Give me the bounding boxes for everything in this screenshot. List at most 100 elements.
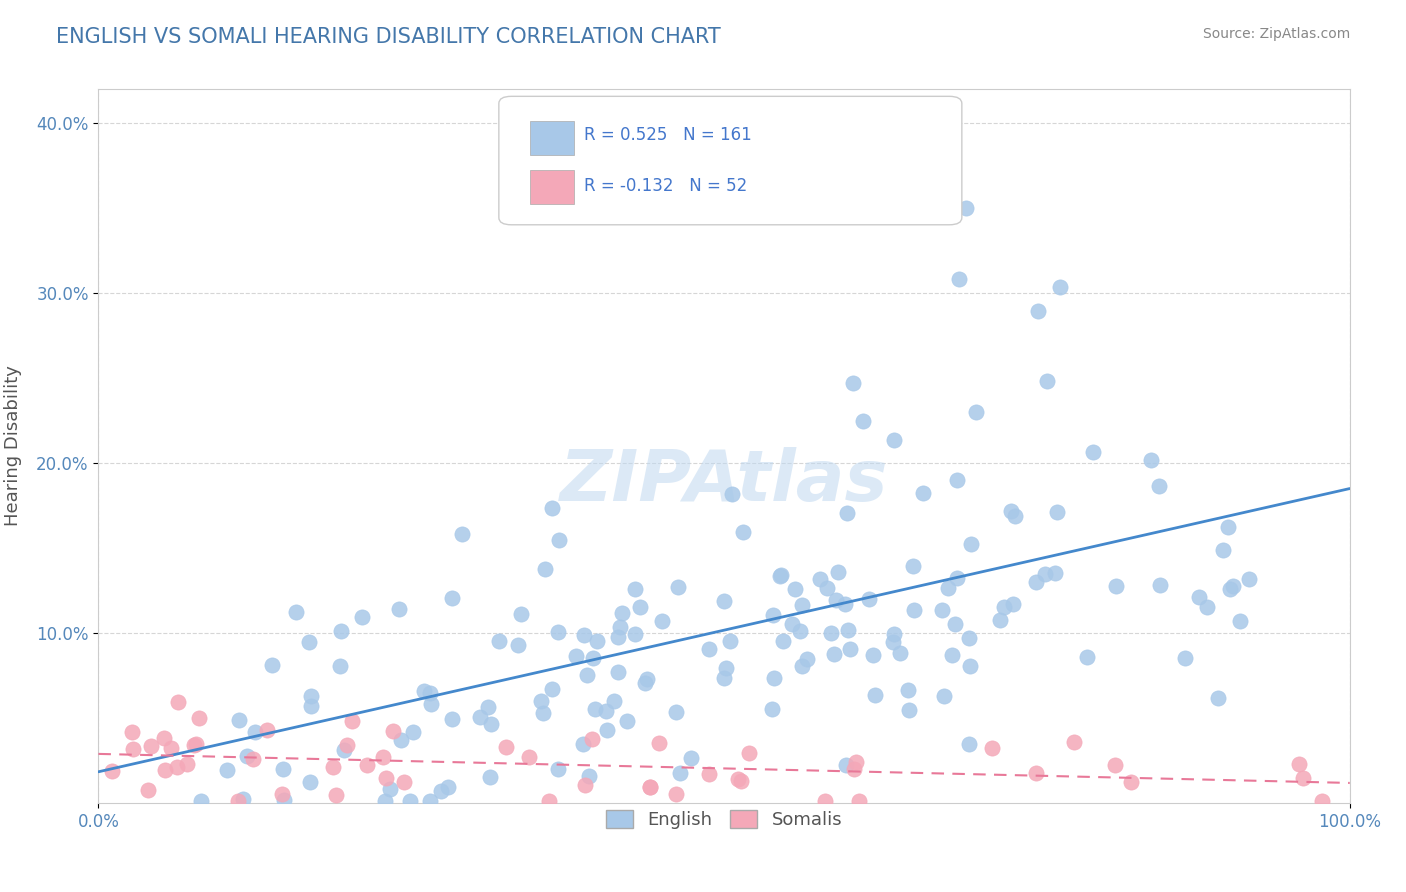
Point bbox=[825, 593, 848, 607]
Point bbox=[468, 710, 491, 724]
Point bbox=[957, 631, 980, 645]
Point bbox=[858, 592, 880, 607]
Point bbox=[862, 648, 884, 662]
Point bbox=[402, 724, 425, 739]
Point bbox=[479, 770, 502, 784]
Point bbox=[578, 769, 600, 783]
Point bbox=[941, 648, 963, 662]
Point bbox=[820, 626, 842, 640]
Point bbox=[356, 757, 378, 772]
Point bbox=[955, 201, 977, 215]
Point bbox=[733, 525, 755, 540]
Point bbox=[477, 700, 499, 714]
Point bbox=[730, 774, 752, 789]
Point bbox=[139, 739, 162, 753]
Point bbox=[638, 780, 661, 794]
Point bbox=[792, 659, 814, 673]
Point bbox=[780, 616, 803, 631]
Point bbox=[574, 778, 596, 792]
Point bbox=[602, 694, 624, 708]
Point bbox=[547, 625, 569, 640]
Point bbox=[679, 751, 702, 765]
Point bbox=[176, 757, 198, 772]
FancyBboxPatch shape bbox=[530, 120, 574, 155]
Point bbox=[897, 683, 920, 698]
Point bbox=[898, 703, 921, 717]
Point bbox=[243, 724, 266, 739]
Point bbox=[430, 783, 453, 797]
Point bbox=[412, 684, 434, 698]
Point bbox=[1049, 279, 1071, 293]
Point bbox=[228, 794, 250, 808]
Point bbox=[121, 725, 143, 739]
Point bbox=[232, 792, 254, 806]
Point bbox=[863, 688, 886, 702]
Point bbox=[1149, 578, 1171, 592]
Point bbox=[837, 623, 859, 637]
Point bbox=[595, 704, 617, 718]
Point bbox=[769, 569, 792, 583]
Point bbox=[628, 599, 651, 614]
Point bbox=[575, 668, 598, 682]
Point bbox=[285, 605, 308, 619]
Point bbox=[488, 634, 510, 648]
Point bbox=[342, 714, 364, 729]
Point bbox=[329, 659, 352, 673]
Point bbox=[399, 794, 422, 808]
Point bbox=[1222, 578, 1244, 592]
Point bbox=[848, 794, 870, 808]
Point bbox=[988, 613, 1011, 627]
Point bbox=[713, 671, 735, 685]
Point bbox=[183, 738, 205, 752]
Point bbox=[1219, 582, 1241, 597]
Point bbox=[190, 794, 212, 808]
Point bbox=[548, 533, 571, 548]
Point bbox=[378, 781, 401, 796]
Point bbox=[721, 487, 744, 501]
Point bbox=[299, 690, 322, 704]
Point bbox=[299, 698, 322, 713]
Point bbox=[943, 617, 966, 632]
Point bbox=[481, 716, 503, 731]
Point bbox=[228, 713, 250, 727]
Point bbox=[581, 732, 603, 747]
Point bbox=[1033, 566, 1056, 581]
Point bbox=[374, 794, 396, 808]
Point bbox=[727, 772, 749, 787]
Point bbox=[273, 793, 295, 807]
Point bbox=[187, 711, 209, 725]
Point bbox=[1046, 506, 1069, 520]
Point bbox=[517, 749, 540, 764]
Point bbox=[586, 634, 609, 648]
Point bbox=[1025, 574, 1047, 589]
Point bbox=[530, 694, 553, 708]
Point bbox=[912, 486, 935, 500]
Point bbox=[718, 634, 741, 648]
Point bbox=[166, 760, 188, 774]
Point bbox=[796, 651, 818, 665]
Point bbox=[1000, 504, 1022, 518]
Point bbox=[948, 271, 970, 285]
Text: Source: ZipAtlas.com: Source: ZipAtlas.com bbox=[1202, 27, 1350, 41]
Point bbox=[1026, 304, 1049, 318]
Point bbox=[761, 702, 783, 716]
Point bbox=[1063, 735, 1085, 749]
Point bbox=[762, 607, 785, 622]
Point bbox=[153, 731, 176, 746]
Point bbox=[235, 749, 257, 764]
Point bbox=[835, 506, 858, 520]
Point bbox=[350, 610, 373, 624]
Point bbox=[583, 702, 606, 716]
Point bbox=[1076, 650, 1098, 665]
Point bbox=[1025, 766, 1047, 780]
Point bbox=[373, 750, 395, 764]
Point bbox=[273, 762, 295, 776]
Point bbox=[392, 774, 415, 789]
Point bbox=[827, 566, 849, 580]
Text: R = -0.132   N = 52: R = -0.132 N = 52 bbox=[583, 177, 747, 194]
Point bbox=[1036, 374, 1059, 388]
Point bbox=[271, 787, 294, 801]
Point bbox=[1104, 757, 1126, 772]
Point bbox=[1083, 444, 1105, 458]
Point bbox=[834, 597, 856, 611]
